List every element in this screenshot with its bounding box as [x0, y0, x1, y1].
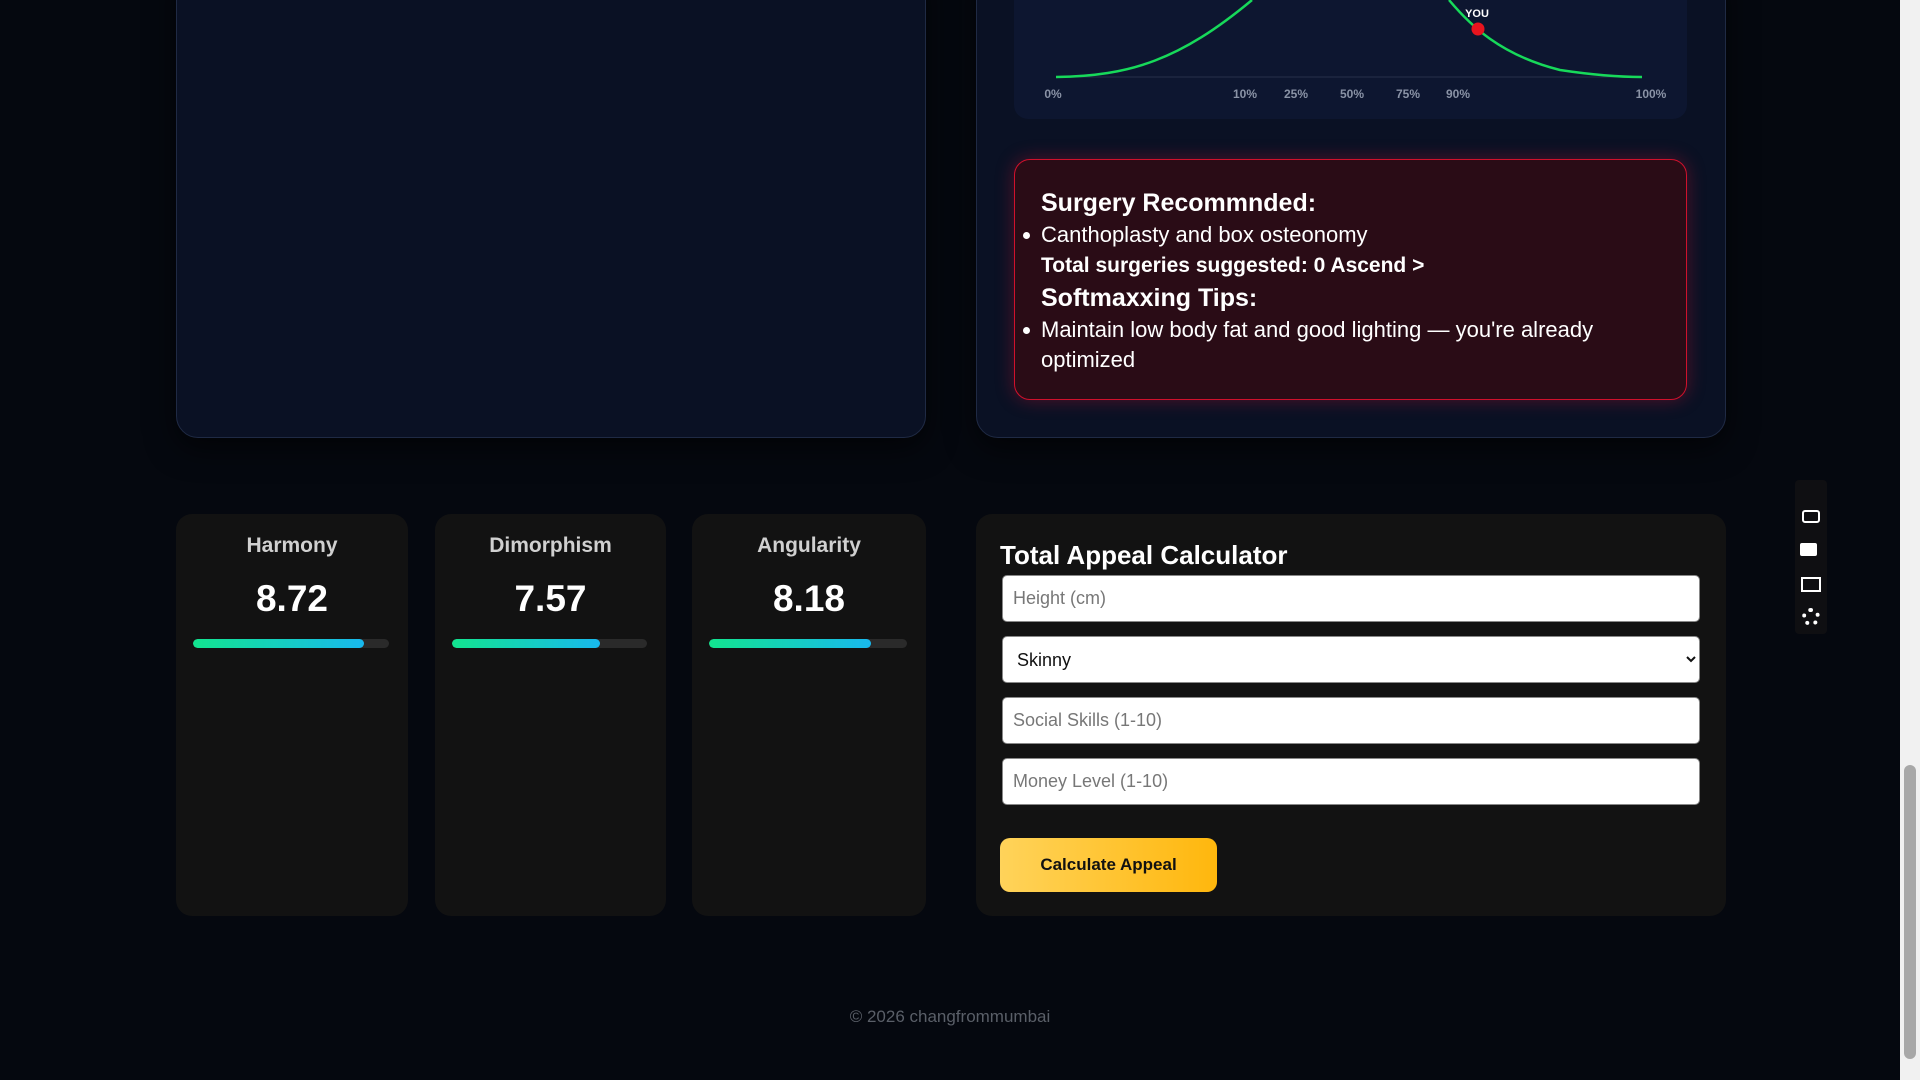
scrollbar [1900, 0, 1920, 1080]
tick-label: 90% [1445, 87, 1471, 101]
surgery-item: Canthoplasty and box osteonomy [1023, 220, 1660, 250]
tick-label: 75% [1395, 87, 1421, 101]
score-bar [193, 639, 364, 648]
floating-toolbar [1795, 480, 1827, 634]
tip-item: Maintain low body fat and good lighting … [1023, 315, 1660, 375]
surgery-total: Total surgeries suggested: 0 Ascend > [1041, 254, 1425, 277]
recommendation-box: Surgery Recommnded: Canthoplasty and box… [1014, 159, 1687, 400]
calculate-button[interactable]: Calculate Appeal [1000, 838, 1217, 892]
score-track [709, 639, 907, 648]
height-input[interactable] [1002, 575, 1700, 622]
tick-label: 100% [1635, 87, 1667, 101]
tips-list: Maintain low body fat and good lighting … [1023, 315, 1660, 375]
metric-card: Dimorphism 7.57 [435, 514, 666, 916]
scrollbar-thumb[interactable] [1904, 765, 1916, 1059]
you-label: YOU [1465, 8, 1489, 20]
image-panel [176, 0, 926, 438]
calculator-title: Total Appeal Calculator [1000, 540, 1288, 570]
metric-score: 8.72 [255, 578, 328, 619]
social-input[interactable] [1002, 697, 1700, 744]
surgery-heading: Surgery Recommnded: [1041, 189, 1317, 217]
camera-icon[interactable] [1802, 510, 1820, 523]
metric-card: Angularity 8.18 [692, 514, 926, 916]
distribution-chart: YOU 0% 10% 25% 50% 75% 90% 100% [1014, 0, 1687, 119]
footer: © 2026 changfrommumbai [849, 1007, 1051, 1026]
money-input[interactable] [1002, 758, 1700, 805]
metric-card: Harmony 8.72 [176, 514, 408, 916]
score-track [193, 639, 389, 648]
score-bar [452, 639, 600, 648]
tick-label: 10% [1232, 87, 1258, 101]
settings-icon[interactable] [1802, 608, 1820, 626]
calculator-card: Total Appeal Calculator Skinny Calculate… [976, 514, 1726, 916]
window-icon[interactable] [1801, 577, 1821, 592]
tips-heading: Softmaxxing Tips: [1041, 284, 1258, 312]
tick-label: 0% [1044, 87, 1062, 101]
score-bar [709, 639, 871, 648]
video-icon[interactable] [1800, 543, 1817, 556]
metric-name: Harmony [246, 534, 338, 557]
tick-label: 50% [1339, 87, 1365, 101]
metric-score: 7.57 [514, 578, 587, 619]
tick-label: 25% [1283, 87, 1309, 101]
body-type-select[interactable]: Skinny [1002, 636, 1700, 683]
metric-name: Dimorphism [489, 534, 612, 557]
score-track [452, 639, 647, 648]
you-marker [1471, 22, 1485, 36]
curve-line [1055, 0, 1643, 79]
curve: YOU [1055, 0, 1643, 79]
surgery-list: Canthoplasty and box osteonomy [1023, 220, 1660, 250]
metric-score: 8.18 [772, 578, 845, 619]
metric-name: Angularity [757, 534, 861, 557]
